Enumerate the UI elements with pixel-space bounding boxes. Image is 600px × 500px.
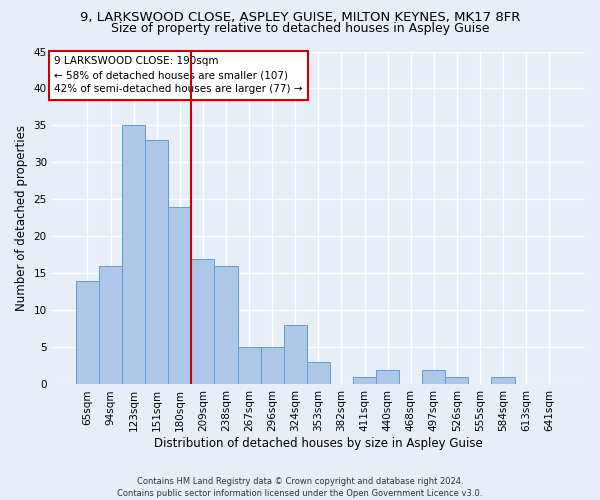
- Bar: [260, 348, 284, 385]
- Bar: [353, 377, 376, 384]
- Bar: [445, 377, 469, 384]
- Bar: [491, 377, 515, 384]
- Bar: [191, 258, 214, 384]
- Bar: [238, 348, 260, 385]
- Bar: [422, 370, 445, 384]
- Bar: [214, 266, 238, 384]
- Bar: [168, 207, 191, 384]
- Bar: [76, 281, 99, 384]
- Bar: [122, 126, 145, 384]
- Text: Contains HM Land Registry data © Crown copyright and database right 2024.
Contai: Contains HM Land Registry data © Crown c…: [118, 476, 482, 498]
- Bar: [307, 362, 330, 384]
- Bar: [145, 140, 168, 384]
- Bar: [284, 326, 307, 384]
- X-axis label: Distribution of detached houses by size in Aspley Guise: Distribution of detached houses by size …: [154, 437, 483, 450]
- Bar: [376, 370, 399, 384]
- Bar: [99, 266, 122, 384]
- Text: Size of property relative to detached houses in Aspley Guise: Size of property relative to detached ho…: [111, 22, 489, 35]
- Text: 9 LARKSWOOD CLOSE: 190sqm
← 58% of detached houses are smaller (107)
42% of semi: 9 LARKSWOOD CLOSE: 190sqm ← 58% of detac…: [55, 56, 303, 94]
- Text: 9, LARKSWOOD CLOSE, ASPLEY GUISE, MILTON KEYNES, MK17 8FR: 9, LARKSWOOD CLOSE, ASPLEY GUISE, MILTON…: [80, 11, 520, 24]
- Y-axis label: Number of detached properties: Number of detached properties: [15, 125, 28, 311]
